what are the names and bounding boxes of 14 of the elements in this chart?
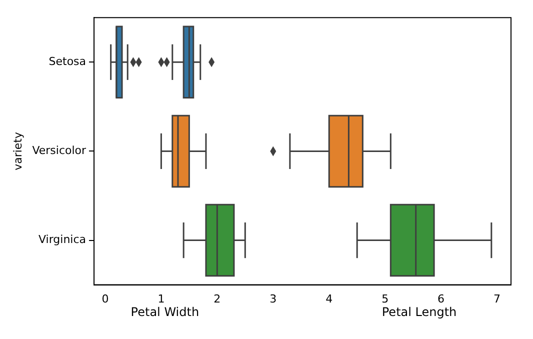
text: Petal Length bbox=[382, 304, 457, 319]
y-tick-label: Virginica bbox=[38, 233, 86, 246]
x-tick-label: 7 bbox=[494, 292, 501, 306]
y-tick-label: Versicolor bbox=[32, 144, 87, 158]
x-tick-label: 2 bbox=[214, 292, 221, 306]
x-tick-label: 0 bbox=[102, 292, 109, 306]
x-tick-label: 4 bbox=[326, 292, 333, 306]
x-tick-label: 5 bbox=[382, 292, 389, 306]
y-axis-title: variety bbox=[11, 132, 24, 170]
text: Petal Width bbox=[130, 304, 200, 319]
x-tick-label: 6 bbox=[438, 292, 445, 306]
x-tick-label: 3 bbox=[270, 292, 277, 306]
y-tick-label: Setosa bbox=[48, 54, 86, 68]
x-tick-label: 1 bbox=[158, 292, 165, 306]
